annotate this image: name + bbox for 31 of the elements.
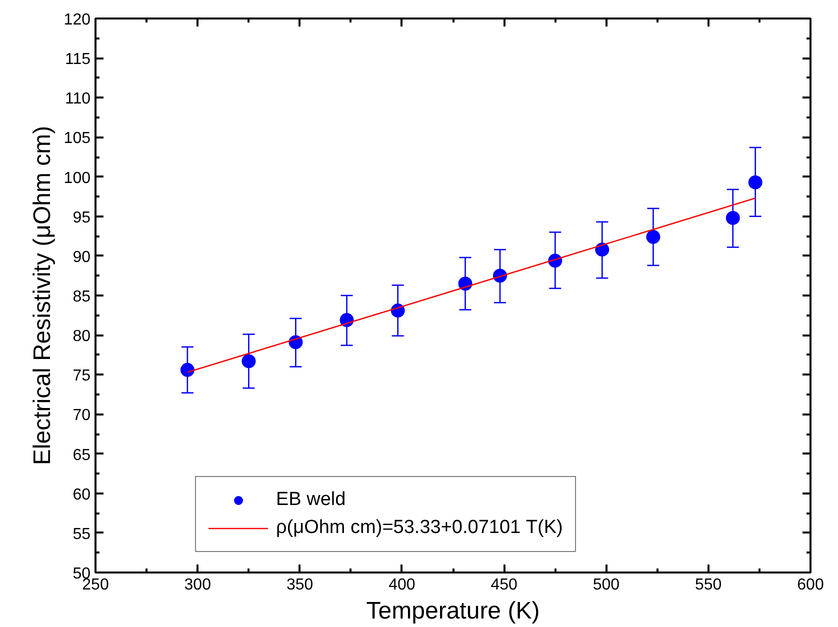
point <box>180 362 194 377</box>
y-tick-label: 95 <box>72 209 91 226</box>
x-tick-label: 550 <box>695 576 722 594</box>
y-tick-label: 100 <box>64 170 91 187</box>
x-tick-label: 450 <box>490 576 518 594</box>
point <box>748 175 762 190</box>
point <box>726 210 740 225</box>
y-tick-label: 55 <box>72 526 91 543</box>
x-tick-label: 500 <box>592 576 620 594</box>
y-tick-label: 65 <box>72 446 91 464</box>
point <box>646 230 660 244</box>
x-tick-label: 400 <box>388 576 416 594</box>
y-tick-label: 120 <box>64 12 91 28</box>
y-tick-label: 75 <box>72 368 91 385</box>
y-tick-label: 80 <box>72 328 91 346</box>
y-tick-label: 60 <box>72 486 91 504</box>
point <box>595 242 610 257</box>
x-tick-label: 350 <box>286 576 314 594</box>
y-tick-label: 115 <box>64 51 91 68</box>
y-tick-label: 70 <box>72 407 91 424</box>
point <box>242 354 256 368</box>
y-tick-label: 90 <box>72 248 91 266</box>
x-tick-label: 300 <box>184 576 212 594</box>
y-axis-title: Electrical Resistivity (μOhm cm) <box>28 126 56 466</box>
x-tick-label: 600 <box>797 576 824 594</box>
legend-label: EB weld <box>276 489 346 511</box>
y-tick-label: 110 <box>64 90 91 108</box>
y-tick-label: 105 <box>64 130 91 148</box>
y-tick-label: 85 <box>72 288 91 306</box>
x-axis-title: Temperature (K) <box>366 598 540 624</box>
legend-label: ρ(μOhm cm)=53.33+0.07101 T(K) <box>276 517 563 539</box>
